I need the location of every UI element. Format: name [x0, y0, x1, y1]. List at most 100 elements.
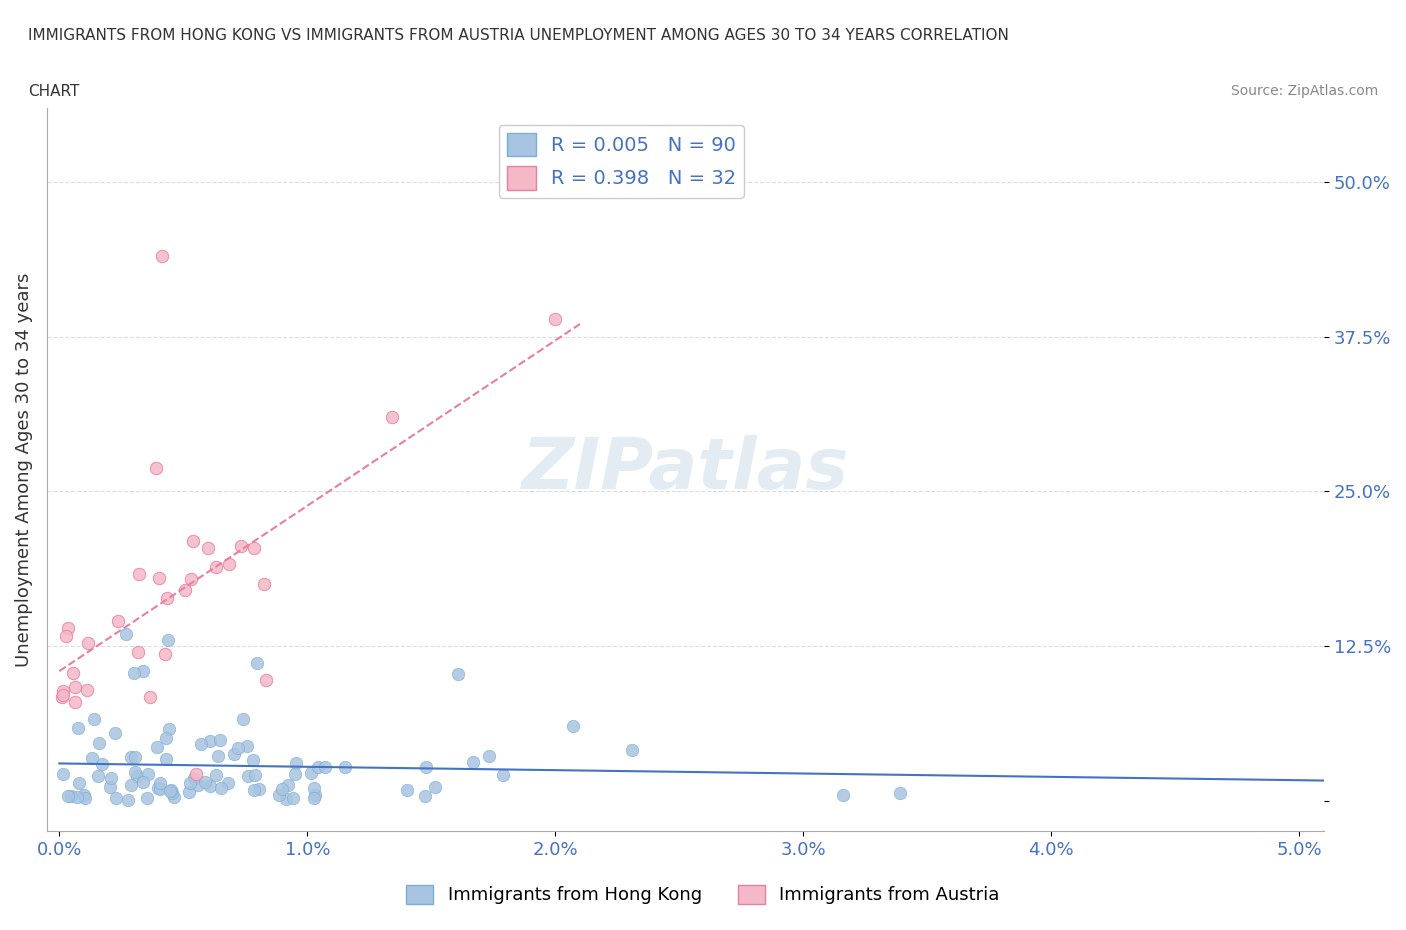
Point	[173, 582, 195, 597]
Point	[183, 770, 205, 785]
Point	[145, 460, 167, 475]
Point	[73, 790, 96, 805]
Point	[157, 632, 180, 647]
Point	[247, 781, 270, 796]
Point	[198, 778, 221, 793]
Point	[254, 672, 277, 687]
Point	[73, 788, 96, 803]
Point	[235, 738, 257, 753]
Point	[243, 767, 266, 782]
Point	[284, 755, 307, 770]
Point	[302, 780, 325, 795]
Point	[98, 779, 121, 794]
Point	[138, 766, 160, 781]
Point	[307, 759, 329, 774]
Point	[253, 577, 276, 591]
Point	[67, 720, 90, 735]
Point	[301, 765, 323, 780]
Point	[544, 312, 567, 326]
Y-axis label: Unemployment Among Ages 30 to 34 years: Unemployment Among Ages 30 to 34 years	[15, 272, 32, 667]
Point	[163, 790, 186, 804]
Point	[208, 733, 231, 748]
Point	[62, 665, 84, 680]
Point	[184, 767, 207, 782]
Point	[267, 788, 290, 803]
Point	[183, 533, 205, 548]
Point	[232, 712, 254, 727]
Point	[65, 695, 87, 710]
Point	[217, 776, 239, 790]
Point	[52, 687, 75, 702]
Point	[146, 780, 169, 795]
Point	[243, 540, 266, 555]
Point	[159, 784, 181, 799]
Point	[65, 790, 87, 804]
Point	[198, 734, 221, 749]
Point	[67, 776, 90, 790]
Point	[153, 647, 176, 662]
Point	[149, 781, 172, 796]
Point	[146, 740, 169, 755]
Point	[284, 766, 307, 781]
Point	[52, 684, 75, 698]
Point	[194, 775, 217, 790]
Point	[218, 556, 240, 571]
Point	[124, 751, 146, 765]
Point	[89, 736, 111, 751]
Point	[155, 751, 177, 766]
Point	[277, 777, 299, 792]
Point	[157, 722, 180, 737]
Point	[148, 571, 170, 586]
Point	[131, 774, 153, 789]
Point	[131, 663, 153, 678]
Point	[149, 776, 172, 790]
Point	[76, 683, 98, 698]
Point	[281, 790, 304, 805]
Point	[205, 560, 228, 575]
Point	[107, 613, 129, 628]
Point	[136, 790, 159, 805]
Point	[51, 689, 73, 704]
Point	[304, 788, 326, 803]
Point	[447, 666, 470, 681]
Point	[77, 636, 100, 651]
Point	[304, 790, 326, 805]
Point	[231, 538, 253, 553]
Point	[562, 719, 585, 734]
Point	[117, 793, 139, 808]
Point	[413, 789, 436, 804]
Point	[179, 785, 201, 800]
Point	[127, 644, 149, 659]
Point	[156, 591, 179, 605]
Point	[124, 764, 146, 779]
Point	[381, 409, 404, 424]
Point	[190, 737, 212, 751]
Point	[246, 656, 269, 671]
Point	[197, 540, 219, 555]
Point	[395, 782, 418, 797]
Point	[478, 749, 501, 764]
Text: Source: ZipAtlas.com: Source: ZipAtlas.com	[1230, 84, 1378, 98]
Point	[209, 780, 232, 795]
Point	[56, 789, 79, 804]
Point	[115, 627, 138, 642]
Point	[82, 751, 104, 765]
Point	[224, 746, 246, 761]
Point	[236, 768, 259, 783]
Point	[415, 759, 437, 774]
Point	[461, 755, 484, 770]
Point	[314, 760, 336, 775]
Point	[83, 712, 105, 727]
Point	[243, 783, 266, 798]
Point	[139, 689, 162, 704]
Point	[242, 752, 264, 767]
Point	[60, 789, 83, 804]
Point	[155, 731, 177, 746]
Point	[100, 770, 122, 785]
Point	[180, 572, 202, 587]
Point	[620, 742, 643, 757]
Point	[335, 759, 357, 774]
Text: ZIPatlas: ZIPatlas	[522, 435, 849, 504]
Point	[120, 750, 142, 764]
Point	[65, 680, 87, 695]
